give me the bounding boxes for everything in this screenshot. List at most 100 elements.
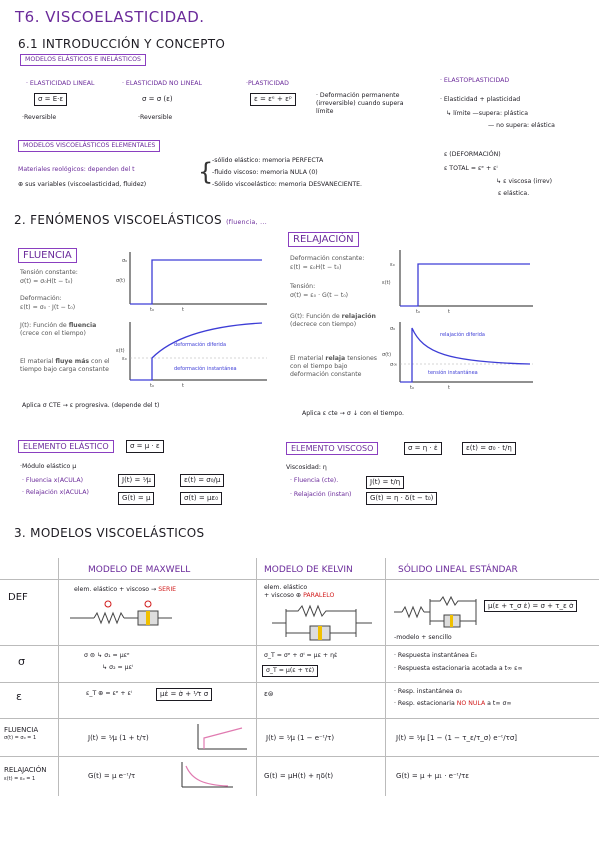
sle-fluencia: J(t) = ¹⁄μ [1 − (1 − τ_ε/τ_σ) e⁻ᵗ/τσ] xyxy=(396,734,518,742)
elastic-g: G(t) = μ xyxy=(118,492,155,505)
fluencia-c1-y0: σ₀ xyxy=(122,258,127,264)
elastoplasticity-line2: ↳ límite —supera: plástica xyxy=(446,110,528,117)
viscoso-fluencia: · Fluencia (cte). xyxy=(290,477,339,484)
deformation-elastic: ε elástica. xyxy=(498,190,530,197)
relajacion-c2-label1: relajación diferida xyxy=(440,331,485,338)
sle-sigma1: · Respuesta instantánea E₀ xyxy=(394,652,478,659)
materials-line2: ⊕ sus variables (viscoelasticidad, fluid… xyxy=(18,181,147,188)
header-maxwell: MODELO DE MAXWELL xyxy=(88,565,191,575)
maxwell-sigma2: ↳ σ₂ = μεⁱ xyxy=(102,664,134,671)
viscoso-j: J(t) = t/η xyxy=(366,476,405,489)
relajacion-text4a: El material xyxy=(290,355,326,362)
sle-eps3: NO NULA xyxy=(456,700,486,707)
models-tag: MODELOS ELÁSTICOS E INELÁSTICOS xyxy=(20,54,146,66)
elastic-relajacion: · Relajación xyxy=(22,489,58,496)
fluencia-text3: J(t): Función de fluencia (crece con el t… xyxy=(20,322,115,338)
relajacion-c2-x: t xyxy=(448,385,450,391)
row-sigma: σ xyxy=(18,655,25,668)
maxwell-def-serie: SERIE xyxy=(158,586,177,593)
fluencia-formula2: ε(t) = σ₀ · J(t − t₀) xyxy=(20,304,76,311)
fluencia-text4a: El material xyxy=(20,358,56,365)
fluencia-c2-label2: deformación instantánea xyxy=(174,365,237,372)
section-6-1-title: 6.1 INTRODUCCIÓN Y CONCEPTO xyxy=(18,37,226,51)
section-3-title: 3. MODELOS VISCOELÁSTICOS xyxy=(14,526,205,540)
kelvin-sigma1: σ_T = σᵉ + σⁱ = με + ηε̇ xyxy=(264,652,338,659)
relajacion-formula1: ε(t) = ε₀H(t − t₀) xyxy=(290,264,342,271)
model-elastic-nonlinear-note: ·Reversible xyxy=(138,114,173,121)
deformation-label: ε (DEFORMACIÓN) xyxy=(444,151,501,158)
fluencia-note: Aplica σ CTE → ε progresiva. (depende de… xyxy=(22,402,160,409)
relajacion-c2-x0: t₀ xyxy=(410,385,414,391)
header-kelvin: MODELO DE KELVIN xyxy=(264,565,353,575)
elastoplasticity-line3: — no supera: elástica xyxy=(488,122,555,129)
maxwell-fluencia: J(t) = ¹⁄μ (1 + t/τ) xyxy=(88,734,149,742)
kelvin-fluencia: J(t) = ¹⁄μ (1 − e⁻ᵗ/τ) xyxy=(266,734,335,742)
table-hline-5 xyxy=(0,756,599,757)
relajacion-text4c: tensiones con el tiempo bajo deformación… xyxy=(290,355,378,378)
kelvin-def2-wrap: + viscoso ⊕ PARALELO xyxy=(264,592,334,600)
sle-eps1: · Resp. instantánea σ₀ xyxy=(394,688,462,695)
model-plasticity-formula: ε = εᵉ + εᵖ xyxy=(250,93,296,106)
kelvin-relajacion: G(t) = μH(t) + ηδ(t) xyxy=(264,772,334,780)
model-elastic-linear-note: ·Reversible xyxy=(22,114,57,121)
model-elastic-linear-formula: σ = E·ε xyxy=(34,93,68,106)
sle-eps2-wrap: · Resp. estacionaria NO NULA a t∞ σ∞ xyxy=(394,700,512,708)
fluencia-text4c: con el tiempo bajo carga constante xyxy=(20,358,110,373)
brace-mark: { xyxy=(198,158,214,186)
section-2-title-text: 2. FENÓMENOS VISCOELÁSTICOS xyxy=(14,213,222,227)
fluencia-c1-ylabel: σ(t) xyxy=(116,278,125,284)
relajacion-c1-y0: ε₀ xyxy=(390,262,395,268)
table-hline-3 xyxy=(0,682,599,683)
relajacion-text1: Deformación constante: xyxy=(290,255,365,262)
sle-def-note: -modelo + sencillo xyxy=(394,634,452,641)
sle-def-eq: μ(ε + τ_σ ε̇) = σ + τ_ε σ̇ xyxy=(484,600,578,612)
table-vline-2 xyxy=(256,558,257,796)
row-fluencia-sub: σ(t) = σ₀ = 1 xyxy=(4,735,37,741)
deformation-total: ε TOTAL = εᵉ + εⁱ xyxy=(444,165,498,172)
table-hline-2 xyxy=(0,645,599,646)
model-elastoplasticity: · ELASTOPLASTICIDAD xyxy=(440,77,510,84)
kelvin-sigma2: σ_T = μ(ε + τε̇) xyxy=(262,665,319,677)
elemento-viscoso-eq: σ = η · ε̇ xyxy=(404,442,442,455)
fluencia-c2-x0: t₀ xyxy=(150,383,154,389)
table-hline-4 xyxy=(0,718,599,719)
maxwell-def-text: elem. elástico + viscoso → xyxy=(74,586,157,593)
elemento-elastico-tag: ELEMENTO ELÁSTICO xyxy=(18,440,114,453)
maxwell-diagram xyxy=(70,600,172,626)
elastic-sigma: σ(t) = με₀ xyxy=(180,492,223,505)
sle-relajacion: G(t) = μ + μ₁ · e⁻ᵗ/τε xyxy=(396,772,470,780)
page-title: T6. VISCOELASTICIDAD. xyxy=(15,8,205,26)
fluencia-c2-ylabel: ε(t) xyxy=(116,348,125,354)
fluencia-c2-x: t xyxy=(182,383,184,389)
solid-viscoelastic: -Sólido viscoelástico: memoria DESVANECI… xyxy=(212,181,362,188)
fluencia-text1: Tensión constante: xyxy=(20,269,78,276)
relajacion-text2: Tensión: xyxy=(290,283,316,290)
elastic-relajacion-note: x(ACULA) xyxy=(59,489,89,496)
fluencia-c1-x0: t₀ xyxy=(150,307,154,313)
relajacion-note: Aplica ε cte → σ ↓ con el tiempo. xyxy=(302,410,404,417)
maxwell-fluencia-sketch xyxy=(197,724,247,750)
elemento-elastico-eq: σ = μ · ε xyxy=(126,440,164,453)
kelvin-def1: elem. elástico xyxy=(264,584,308,591)
fluencia-c2-y0: ε₀ xyxy=(122,356,127,362)
relajacion-c2-y0: σ₀ xyxy=(390,326,395,332)
section-2-sub: (fluencia, ... xyxy=(226,219,267,226)
fluencia-text4: El material fluye más con el tiempo bajo… xyxy=(20,358,115,374)
fluencia-text4b: fluye más xyxy=(55,358,90,365)
kelvin-def2: + viscoso ⊕ xyxy=(264,592,302,599)
fluencia-c2-label1: deformación diferida xyxy=(174,341,226,348)
section-2-title: 2. FENÓMENOS VISCOELÁSTICOS (fluencia, .… xyxy=(14,213,267,227)
maxwell-relajacion: G(t) = μ e⁻ᵗ/τ xyxy=(88,772,136,780)
kelvin-eps1: ε⊜ xyxy=(264,690,274,698)
relajacion-text3b: relajación xyxy=(341,313,376,320)
fluencia-tag: FLUENCIA xyxy=(18,248,77,263)
model-elastic-nonlinear: · ELASTICIDAD NO LINEAL xyxy=(122,80,202,87)
fluencia-c1-x: t xyxy=(182,307,184,313)
viscoso-relajacion: · Relajación (instan) xyxy=(290,491,352,498)
fluencia-chart-strain: ε(t) ε₀ t₀ t deformación diferida deform… xyxy=(112,318,272,390)
row-epsilon: ε xyxy=(16,690,22,703)
relajacion-text4b: relaja xyxy=(325,355,346,362)
row-def: DEF xyxy=(8,592,28,603)
elemento-viscoso-tag: ELEMENTO VISCOSO xyxy=(286,442,379,455)
relajacion-c1-x0: t₀ xyxy=(416,309,420,315)
